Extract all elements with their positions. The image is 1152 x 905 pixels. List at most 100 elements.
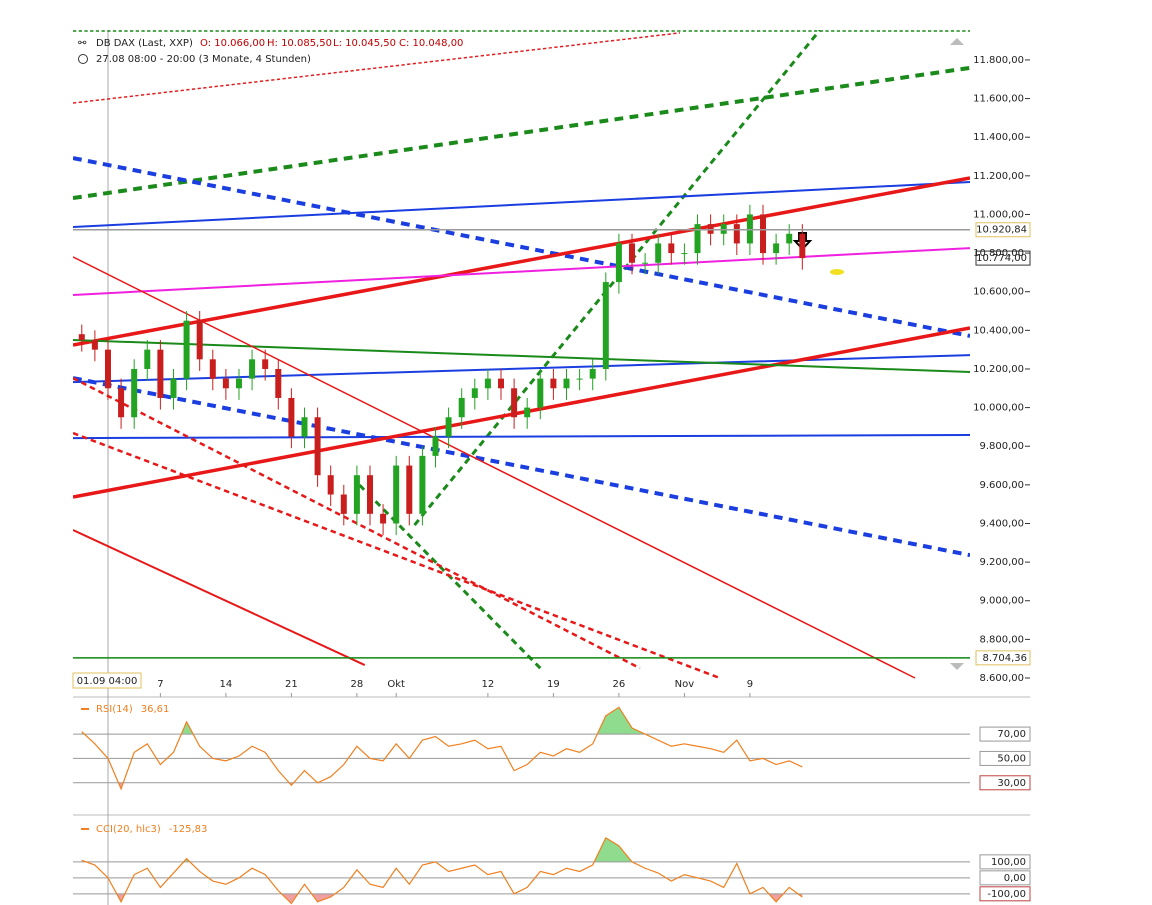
trendline [73,434,970,440]
trendline [73,431,721,680]
header-icon: ⚯ [78,38,87,49]
candle-body [327,475,334,495]
candle-body [104,349,111,389]
y-tick-label: 8.800,00 [979,634,1024,645]
candle-body [222,378,229,389]
candle-body [550,378,557,389]
price-label-box [975,650,1031,666]
price-label: 10.920,84 [976,225,1027,236]
candle-body [78,334,85,340]
candle-body [275,368,282,398]
candle-body [406,465,413,514]
trendline [73,338,970,374]
level-label: -100,00 [987,889,1026,900]
level-box [979,870,1031,886]
price-plot [73,30,970,680]
y-tick-label: 11.000,00 [973,209,1024,220]
level-box [979,775,1031,791]
candle-body [353,475,360,514]
crosshair-box [72,672,142,689]
candle-body [196,320,203,360]
candle-body [537,378,544,408]
x-tick-label: 9 [747,679,753,690]
trendline [73,376,970,558]
level-label: 100,00 [991,857,1026,868]
ohlc-open: O: 10.066,00 [200,38,265,49]
overbought-area [81,707,646,735]
candle-body [497,378,504,389]
scroll-down[interactable] [950,663,964,670]
candle-body [91,339,98,350]
level-box [979,886,1031,902]
y-tick-label: 11.400,00 [973,132,1024,143]
candle-body [157,349,164,398]
x-tick-label: 26 [613,679,626,690]
level-label: 30,00 [997,778,1026,789]
y-tick-label: 10.200,00 [973,364,1024,375]
price-label: 10.774,00 [976,253,1027,264]
y-tick-label: 8.600,00 [979,673,1024,684]
y-tick-label: 10.600,00 [973,287,1024,298]
candle-body [183,320,190,379]
scroll-up[interactable] [950,38,964,45]
candle-body [707,224,714,234]
level-box [979,750,1031,766]
candle-body [576,378,583,380]
level-box [979,726,1031,742]
indicator-line [81,837,803,905]
y-tick-label: 9.600,00 [979,480,1024,491]
candle-body [288,397,295,437]
trendline [73,181,970,229]
candle-body [746,214,753,244]
candle-body [511,388,518,418]
candle-body [471,388,478,398]
indicator-line [81,706,803,791]
y-tick-label: 10.800,00 [973,248,1024,259]
indicator-readout: -125,83 [169,824,208,835]
price-label-box [975,222,1031,238]
candle-body [720,224,727,234]
trendline [73,32,681,104]
candle-body [524,407,531,418]
candle-body [484,378,491,389]
candle-body [314,417,321,476]
candle-body [602,282,609,369]
level-box [979,854,1031,870]
candle-body [419,455,426,514]
candle-body [445,417,452,437]
candle-body [629,243,636,263]
indicator-name: RSI(14) [96,704,133,715]
candle-body [340,494,347,514]
y-tick-label: 9.800,00 [979,441,1024,452]
candle-body [366,475,373,514]
level-label: 70,00 [997,729,1026,740]
candle-body [589,368,596,379]
y-tick-label: 9.400,00 [979,518,1024,529]
candle-body [563,378,570,389]
candle-body [301,417,308,437]
indicator-readout: 36,61 [141,704,170,715]
x-tick-label: 7 [157,679,163,690]
y-tick-label: 10.400,00 [973,325,1024,336]
y-tick-label: 9.200,00 [979,557,1024,568]
trendline [73,529,366,666]
trendline [73,176,970,347]
ohlc-high: H: 10.085,50 [267,38,332,49]
candle-body [458,397,465,418]
y-tick-label: 11.800,00 [973,55,1024,66]
x-tick-label: 14 [220,679,233,690]
candle-body [262,359,269,369]
y-tick-label: 10.000,00 [973,403,1024,414]
y-tick-label: 9.000,00 [979,596,1024,607]
instrument: DB DAX (Last, XXP) [96,38,193,49]
ohlc-close: C: 10.048,00 [399,38,463,49]
candle-body [681,253,688,255]
candle-body [694,224,701,254]
candle-body [773,243,780,254]
candle-body [118,388,125,418]
candle-body [380,513,387,524]
candle-body [393,465,400,524]
x-tick-label: Okt [387,679,405,690]
period: 27.08 08:00 - 20:00 (3 Monate, 4 Stunden… [96,54,311,65]
